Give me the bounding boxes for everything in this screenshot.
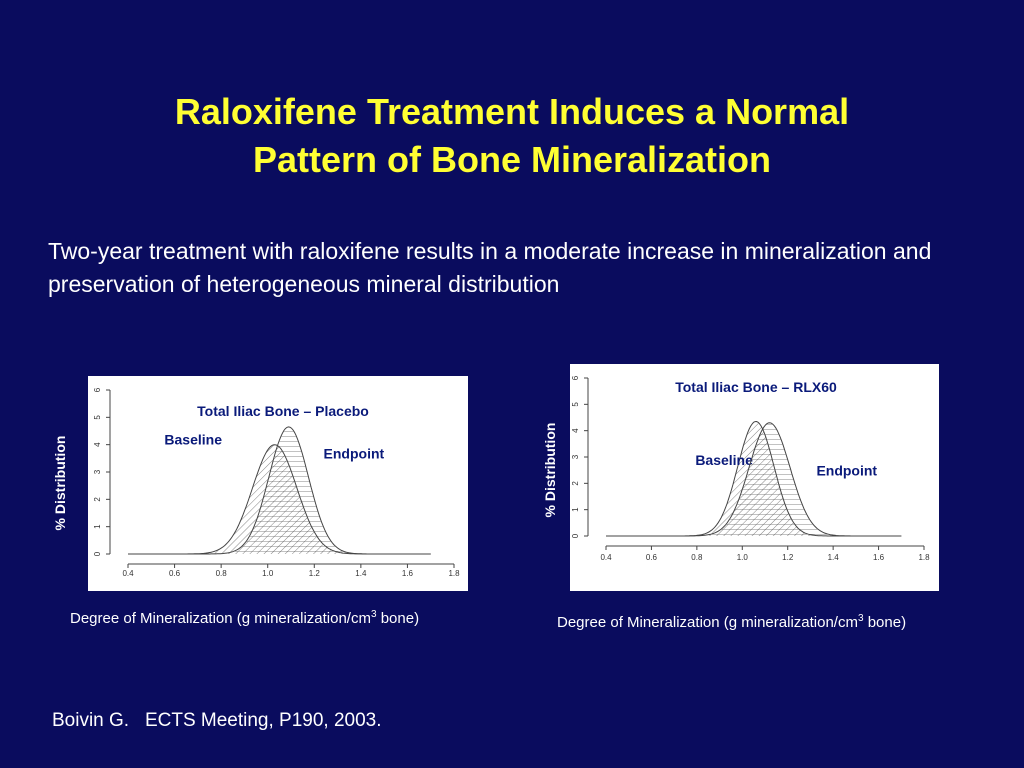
chart-placebo-panel: 0 1 2 3 4 5 6 0.4 0.6 0.8 1.0 1.2 1.4 1.6 1.8 Baseline E… xyxy=(88,376,468,591)
x-tick-label: 1.0 xyxy=(737,553,749,562)
y-tick-label: 2 xyxy=(93,497,102,502)
xlabel-prefix: Degree of Mineralization (g mineralizati… xyxy=(557,614,858,631)
series-area-endpoint xyxy=(606,422,902,536)
x-tick-label: 0.4 xyxy=(122,569,134,578)
x-tick-label: 1.6 xyxy=(873,553,885,562)
x-tick-label: 0.4 xyxy=(600,553,612,562)
chart-placebo-xlabel: Degree of Mineralization (g mineralizati… xyxy=(70,609,419,627)
y-tick-label: 2 xyxy=(571,481,580,486)
series-label-endpoint: Endpoint xyxy=(816,462,877,478)
x-tick-label: 1.4 xyxy=(355,569,367,578)
title-line-1: Raloxifene Treatment Induces a Normal xyxy=(174,91,850,132)
y-tick-label: 4 xyxy=(571,428,580,433)
citation-author: Boivin G. xyxy=(52,710,130,731)
x-tick-label: 1.8 xyxy=(918,553,930,562)
series-label-baseline: Baseline xyxy=(164,432,222,448)
y-tick-label: 5 xyxy=(93,415,102,420)
chart-placebo-ylabel: % Distribution xyxy=(52,435,68,531)
chart-rlx60: 0 1 2 3 4 5 6 0.4 0.6 0.8 1.0 1.2 1.4 1.6 1.8 Baseline E… xyxy=(571,375,930,562)
y-tick-label: 1 xyxy=(93,524,102,529)
title-line-2: Pattern of Bone Mineralization xyxy=(252,139,772,180)
slide-subtitle: Two-year treatment with raloxifene resul… xyxy=(48,238,932,297)
citation-source: ECTS Meeting, P190, 2003. xyxy=(144,710,382,731)
citation: Boivin G. ECTS Meeting, P190, 2003. xyxy=(52,710,382,732)
chart-title: Total Iliac Bone – RLX60 xyxy=(675,379,837,395)
chart-rlx60-panel: 0 1 2 3 4 5 6 0.4 0.6 0.8 1.0 1.2 1.4 1.6 1.8 Baseline E… xyxy=(570,364,939,591)
xlabel-suffix: bone) xyxy=(376,610,420,627)
y-tick-label: 0 xyxy=(93,551,102,556)
x-tick-label: 0.8 xyxy=(691,553,703,562)
series-label-endpoint: Endpoint xyxy=(324,445,385,461)
series-line-endpoint xyxy=(606,422,902,537)
x-tick-label: 1.8 xyxy=(448,569,460,578)
x-tick-label: 1.2 xyxy=(782,553,794,562)
y-tick-label: 1 xyxy=(571,507,580,512)
x-tick-label: 0.6 xyxy=(169,569,181,578)
slide-title: Raloxifene Treatment Induces a Normal Pa… xyxy=(0,88,1024,184)
xlabel-prefix: Degree of Mineralization (g mineralizati… xyxy=(70,610,371,627)
xlabel-superscript: 3 xyxy=(857,613,864,624)
chart-placebo: 0 1 2 3 4 5 6 0.4 0.6 0.8 1.0 1.2 1.4 1.6 1.8 Baseline E… xyxy=(93,387,460,578)
series-area-endpoint xyxy=(128,426,431,554)
y-tick-label: 3 xyxy=(93,469,102,474)
x-tick-label: 0.6 xyxy=(646,553,658,562)
chart-rlx60-ylabel: % Distribution xyxy=(542,422,558,518)
x-tick-label: 0.8 xyxy=(216,569,228,578)
xlabel-superscript: 3 xyxy=(370,609,377,620)
y-tick-label: 5 xyxy=(571,402,580,407)
x-tick-label: 1.6 xyxy=(402,569,414,578)
y-tick-label: 6 xyxy=(93,387,102,392)
xlabel-suffix: bone) xyxy=(863,614,907,631)
x-tick-label: 1.0 xyxy=(262,569,274,578)
chart-title: Total Iliac Bone – Placebo xyxy=(197,403,369,419)
chart-rlx60-xlabel: Degree of Mineralization (g mineralizati… xyxy=(557,613,906,631)
y-tick-label: 6 xyxy=(571,375,580,380)
x-tick-label: 1.2 xyxy=(309,569,321,578)
x-tick-label: 1.4 xyxy=(828,553,840,562)
y-tick-label: 0 xyxy=(571,533,580,538)
series-label-baseline: Baseline xyxy=(695,452,753,468)
y-tick-label: 3 xyxy=(571,454,580,459)
y-tick-label: 4 xyxy=(93,442,102,447)
series-line-endpoint xyxy=(128,426,431,555)
